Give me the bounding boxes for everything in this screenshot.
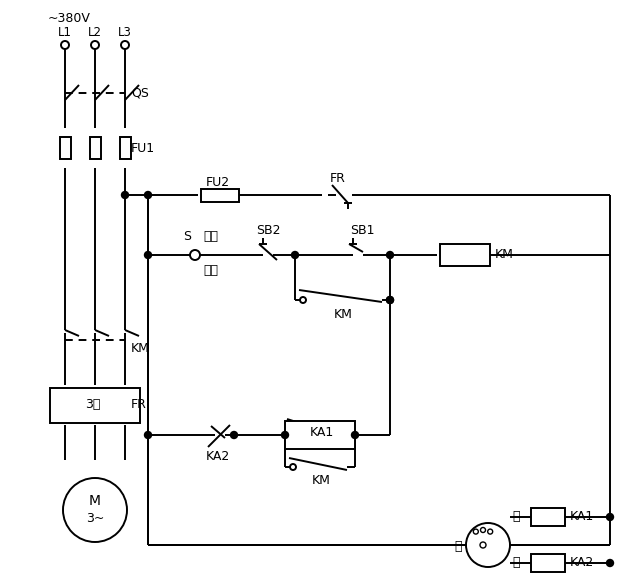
- Text: FR: FR: [330, 172, 346, 185]
- Text: L3: L3: [118, 26, 132, 39]
- Text: FU2: FU2: [206, 175, 230, 189]
- Circle shape: [474, 529, 478, 534]
- Text: 自动: 自动: [203, 264, 218, 278]
- Circle shape: [481, 527, 486, 533]
- Text: KA1: KA1: [570, 510, 595, 523]
- Bar: [50, 387, 140, 423]
- Bar: [440, 244, 490, 266]
- Circle shape: [351, 431, 358, 438]
- Text: SB2: SB2: [256, 223, 280, 237]
- Text: FR: FR: [131, 398, 147, 411]
- Circle shape: [145, 251, 152, 258]
- Bar: [285, 421, 355, 449]
- Circle shape: [300, 297, 306, 303]
- Text: KA2: KA2: [570, 557, 595, 570]
- Circle shape: [145, 192, 152, 199]
- Text: 3~: 3~: [86, 513, 104, 526]
- Bar: [120, 137, 131, 159]
- Circle shape: [607, 560, 614, 567]
- Circle shape: [480, 542, 486, 548]
- Circle shape: [387, 297, 394, 304]
- Text: KA1: KA1: [310, 427, 334, 440]
- Text: 3「: 3「: [85, 398, 100, 411]
- Text: L2: L2: [88, 26, 102, 39]
- Text: FU1: FU1: [131, 141, 155, 155]
- Text: M: M: [89, 494, 101, 508]
- Bar: [531, 508, 565, 526]
- Text: QS: QS: [131, 87, 149, 100]
- Text: 低: 低: [512, 510, 520, 523]
- Circle shape: [466, 523, 510, 567]
- Circle shape: [387, 251, 394, 258]
- Text: ~380V: ~380V: [48, 12, 91, 25]
- Circle shape: [63, 478, 127, 542]
- Text: KM: KM: [495, 248, 514, 261]
- Text: SB1: SB1: [350, 223, 374, 237]
- Text: L1: L1: [58, 26, 72, 39]
- Text: KA2: KA2: [206, 451, 230, 464]
- Bar: [531, 554, 565, 572]
- Text: 高: 高: [512, 557, 520, 570]
- Bar: [60, 137, 70, 159]
- Circle shape: [122, 192, 129, 199]
- Circle shape: [230, 431, 237, 438]
- Circle shape: [488, 529, 493, 534]
- Text: 手动: 手动: [203, 230, 218, 244]
- Circle shape: [607, 513, 614, 520]
- Circle shape: [290, 464, 296, 470]
- Circle shape: [121, 41, 129, 49]
- Text: KM: KM: [131, 342, 150, 355]
- Circle shape: [291, 251, 298, 258]
- Circle shape: [190, 250, 200, 260]
- Text: 中: 中: [454, 540, 462, 554]
- Circle shape: [91, 41, 99, 49]
- Bar: [90, 137, 100, 159]
- Circle shape: [387, 297, 394, 304]
- Bar: [201, 189, 239, 202]
- Circle shape: [61, 41, 69, 49]
- Text: KM: KM: [312, 473, 331, 486]
- Circle shape: [282, 431, 289, 438]
- Text: KM: KM: [334, 308, 353, 321]
- Circle shape: [145, 431, 152, 438]
- Text: S: S: [183, 230, 191, 244]
